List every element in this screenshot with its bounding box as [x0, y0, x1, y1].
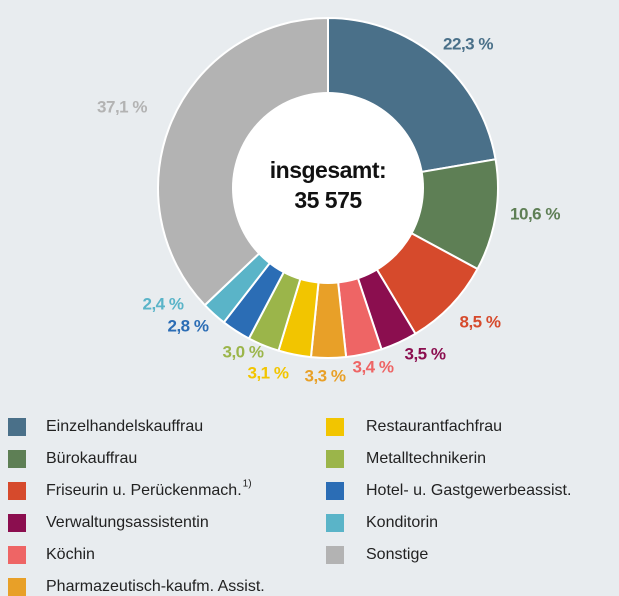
legend-swatch — [8, 450, 26, 468]
value-label: 3,4 % — [353, 357, 394, 376]
legend-label: Konditorin — [366, 514, 438, 531]
center-text: 35 575 — [294, 187, 362, 213]
legend-label: Köchin — [46, 546, 95, 563]
legend-swatch — [8, 482, 26, 500]
legend-swatch — [8, 514, 26, 532]
legend-label: Verwaltungsassistentin — [46, 514, 209, 531]
value-label: 37,1 % — [97, 97, 147, 116]
legend-swatch — [326, 450, 344, 468]
legend-swatch — [8, 546, 26, 564]
center-text: insgesamt: — [270, 157, 386, 183]
value-label: 3,3 % — [305, 366, 346, 385]
value-label: 8,5 % — [460, 312, 501, 331]
value-label: 3,5 % — [405, 344, 446, 363]
value-label: 3,0 % — [223, 342, 264, 361]
donut-hole — [232, 92, 424, 284]
value-label: 10,6 % — [510, 204, 560, 223]
legend-swatch — [326, 418, 344, 436]
legend-swatch — [8, 578, 26, 596]
value-label: 2,4 % — [143, 294, 184, 313]
legend-label: Sonstige — [366, 546, 428, 563]
value-label: 2,8 % — [168, 316, 209, 335]
legend-label: Bürokauffrau — [46, 450, 137, 467]
legend-label: Friseurin u. Perückenmach. — [46, 482, 242, 499]
value-label: 3,1 % — [248, 363, 289, 382]
legend-swatch — [326, 546, 344, 564]
legend-swatch — [326, 514, 344, 532]
legend-swatch — [326, 482, 344, 500]
value-label: 22,3 % — [443, 34, 493, 53]
legend-swatch — [8, 418, 26, 436]
legend-label: Hotel- u. Gastgewerbeassist. — [366, 482, 571, 499]
legend-label: Metalltechnikerin — [366, 450, 486, 467]
legend-label: Restaurantfachfrau — [366, 418, 502, 435]
legend-label: Pharmazeutisch-kaufm. Assist. — [46, 578, 265, 595]
legend-label: Einzelhandelskauffrau — [46, 418, 203, 435]
footnote-mark: 1) — [243, 479, 252, 490]
